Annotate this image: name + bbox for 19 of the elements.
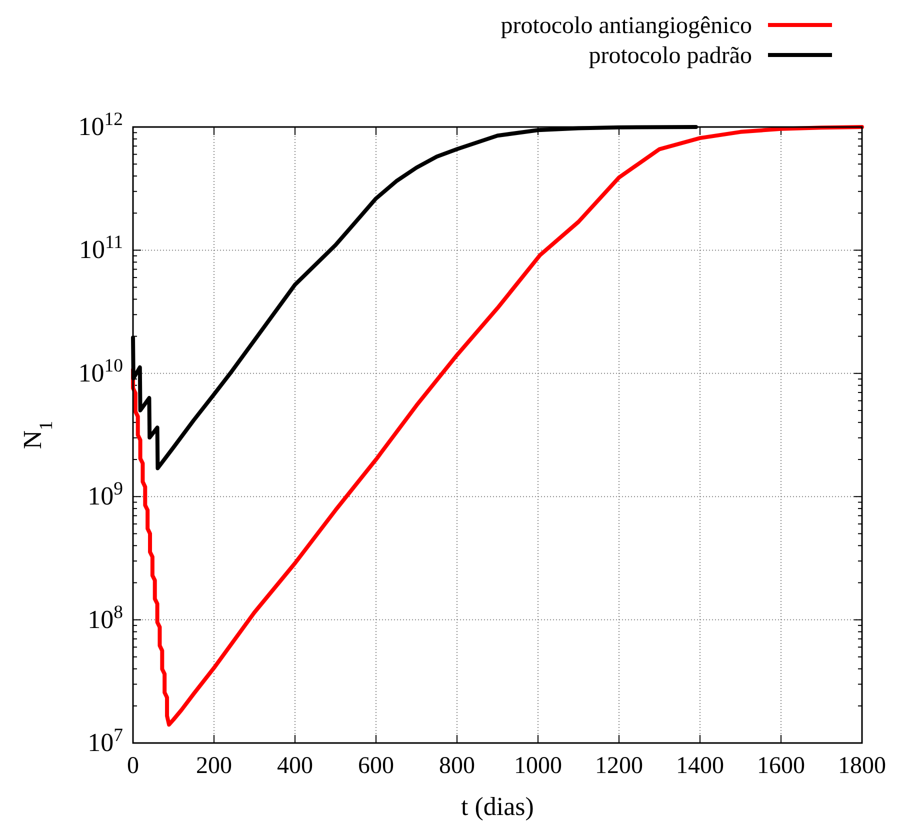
x-axis-title: t (dias) <box>461 792 534 821</box>
x-tick-label: 1200 <box>595 753 643 779</box>
legend-label: protocolo antiangiogênico <box>500 13 752 39</box>
y-tick-label: 10$^{11}$ <box>78 232 123 264</box>
x-tick-label: 200 <box>196 753 232 779</box>
x-tick-label: 1400 <box>676 753 724 779</box>
x-tick-label: 1000 <box>514 753 562 779</box>
y-tick-label: 10$^{9}$ <box>88 478 123 511</box>
y-tick-label: 10$^{10}$ <box>78 354 123 388</box>
y-tick-label: 10$^{7}$ <box>88 724 123 757</box>
x-tick-label: 800 <box>439 753 475 779</box>
y-tick-label: 10$^{12}$ <box>78 108 123 141</box>
x-tick-label: 600 <box>358 753 394 779</box>
x-tick-label: 1800 <box>838 753 886 779</box>
x-tick-label: 1600 <box>757 753 805 779</box>
x-tick-label: 400 <box>277 753 313 779</box>
legend-label: protocolo padrão <box>588 43 752 69</box>
y-tick-label: 10$^{8}$ <box>88 601 123 634</box>
x-tick-label: 0 <box>127 753 139 779</box>
